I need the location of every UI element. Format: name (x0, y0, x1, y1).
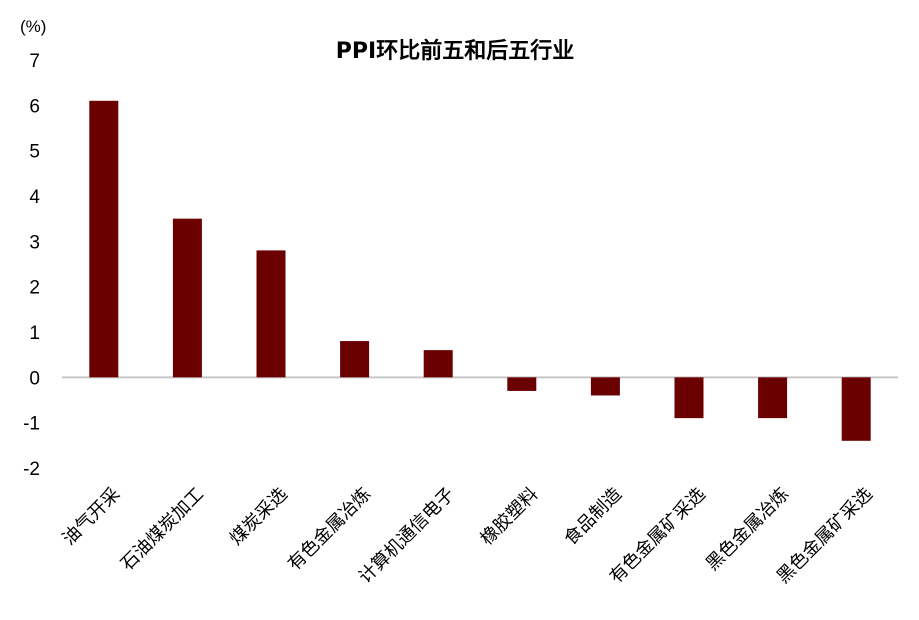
chart-title: PPI环比前五和后五行业 (336, 38, 574, 64)
y-tick-label: -2 (23, 459, 40, 480)
y-tick-label: -1 (23, 414, 40, 435)
bar-5 (507, 377, 537, 391)
x-category-label: 石油煤炭加工 (117, 484, 208, 575)
y-tick-label: 6 (29, 96, 40, 117)
bar-0 (89, 100, 119, 378)
bar-9 (841, 377, 871, 441)
x-category-label: 食品制造 (560, 484, 626, 550)
bar-1 (172, 218, 202, 378)
y-tick-label: 4 (29, 187, 40, 208)
x-category-label: 橡胶塑料 (477, 484, 543, 550)
y-tick-label: 7 (29, 51, 40, 72)
x-category-label: 煤炭采选 (226, 484, 292, 550)
y-tick-label: 2 (29, 278, 40, 299)
y-axis-unit-label: (%) (20, 17, 46, 36)
bar-6 (590, 377, 620, 396)
bar-7 (674, 377, 704, 419)
bar-4 (423, 350, 453, 378)
y-tick-label: 5 (29, 142, 40, 163)
bar-3 (340, 341, 370, 378)
x-category-label: 有色金属冶炼 (284, 484, 375, 575)
y-tick-label: 1 (29, 323, 40, 344)
y-tick-label: 0 (29, 368, 40, 389)
bar-2 (256, 250, 286, 378)
bar-8 (758, 377, 788, 419)
y-axis-ticks: -2 -1 0 1 2 3 4 5 6 7 (23, 51, 40, 480)
x-category-label: 黑色金属冶炼 (702, 484, 793, 575)
x-category-label: 油气开采 (59, 484, 125, 550)
y-tick-label: 3 (29, 232, 40, 253)
bars (89, 100, 871, 441)
